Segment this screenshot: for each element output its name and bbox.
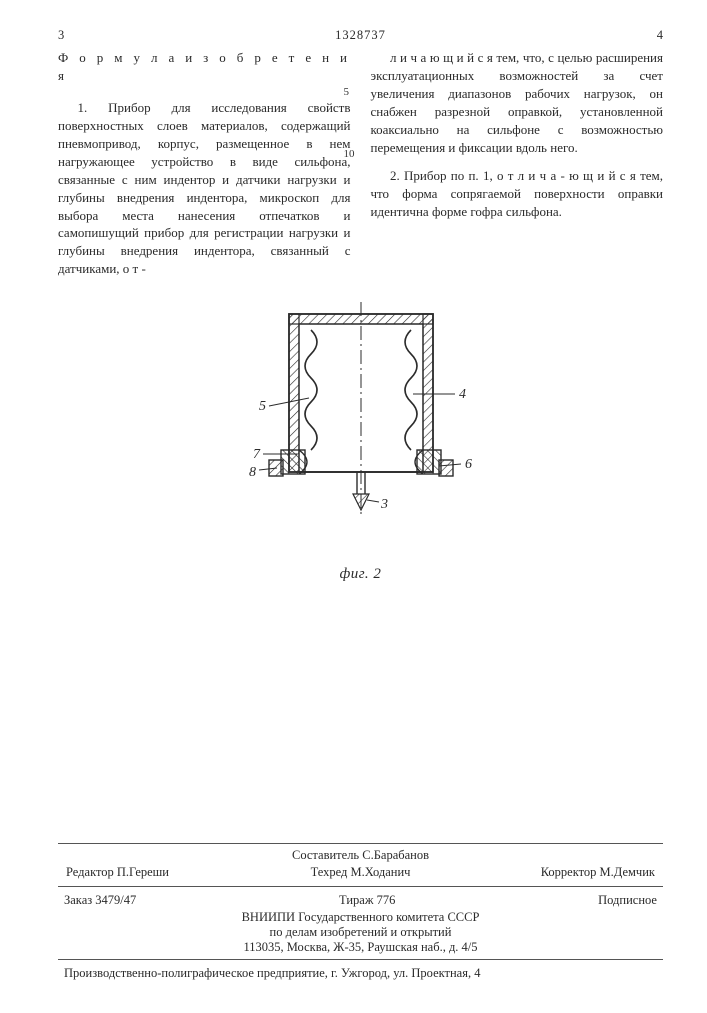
claim-1-part-b: л и ч а ю щ и й с я тем, что, с целью ра… [371,49,664,157]
subscription: Подписное [598,893,657,908]
body-columns: Ф о р м у л а и з о б р е т е н и я 1. П… [58,49,663,280]
divider [58,886,663,887]
left-column: Ф о р м у л а и з о б р е т е н и я 1. П… [58,49,351,280]
printer-line: Производственно-полиграфическое предприя… [58,964,663,983]
figure-2-svg: 5 7 8 4 6 3 [211,294,511,559]
figure-label-7: 7 [253,447,261,462]
tirazh: Тираж 776 [339,893,395,908]
figure-caption: фиг. 2 [58,566,663,583]
page-number-left: 3 [58,28,64,43]
org-address: 113035, Москва, Ж-35, Раушская наб., д. … [58,940,663,955]
divider [58,959,663,960]
org-line-2: по делам изобретений и открытий [58,925,663,940]
claim-1-part-a: 1. Прибор для исследования свойств повер… [58,99,351,278]
figure-2: 5 7 8 4 6 3 фиг. 2 [58,294,663,583]
page-number-right: 4 [657,28,663,43]
line-number-5: 5 [344,86,350,98]
figure-label-5: 5 [259,399,266,414]
figure-label-4: 4 [459,387,466,402]
order-row: Заказ 3479/47 Тираж 776 Подписное [58,891,663,910]
editor: Редактор П.Гереши [66,865,262,880]
figure-label-8: 8 [249,465,256,480]
compiler-line: Составитель С.Барабанов [58,848,663,863]
order-number: Заказ 3479/47 [64,893,136,908]
credits-row: Редактор П.Гереши Техред М.Ходанич Корре… [58,863,663,882]
org-line-1: ВНИИПИ Государственного комитета СССР [58,910,663,925]
colophon: Составитель С.Барабанов Редактор П.Гереш… [58,843,663,983]
figure-label-6: 6 [465,457,472,472]
document-number: 1328737 [335,28,386,43]
right-column: л и ч а ю щ и й с я тем, что, с целью ра… [371,49,664,280]
claims-heading: Ф о р м у л а и з о б р е т е н и я [58,49,351,85]
page-header: 3 1328737 4 [58,28,663,43]
figure-label-3: 3 [380,497,388,512]
claim-2: 2. Прибор по п. 1, о т л и ч а - ю щ и й… [371,167,664,221]
line-number-10: 10 [344,148,355,160]
techred: Техред М.Ходанич [262,865,458,880]
divider [58,843,663,844]
corrector: Корректор М.Демчик [459,865,655,880]
